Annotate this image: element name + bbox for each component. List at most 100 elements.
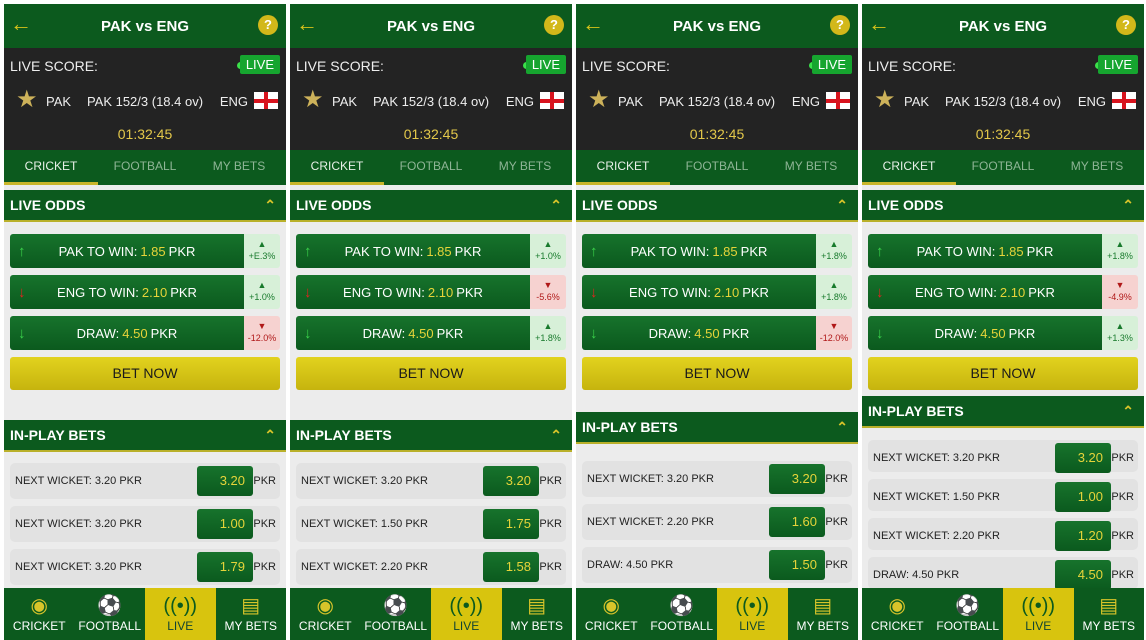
help-button[interactable]: ?: [258, 15, 278, 35]
nav-football[interactable]: ⚽ FOOTBALL: [647, 588, 718, 640]
chevron-up-icon[interactable]: ⌃: [836, 197, 848, 213]
back-arrow-icon[interactable]: ←: [10, 11, 32, 36]
odd-button[interactable]: 3.20: [197, 466, 253, 496]
inplay-bet-row[interactable]: NEXT WICKET: 1.50 PKR 1.00 PKR: [868, 479, 1138, 512]
inplay-bet-row[interactable]: NEXT WICKET: 1.50 PKR 1.75 PKR: [296, 506, 566, 542]
bet-now-button[interactable]: BET NOW: [868, 357, 1138, 390]
nav-cricket[interactable]: ◉ CRICKET: [576, 588, 647, 640]
odd-button[interactable]: 1.00: [197, 509, 253, 539]
chevron-up-icon[interactable]: ⌃: [264, 427, 276, 443]
odds-button[interactable]: ↓ DRAW: 4.50 PKR: [868, 316, 1102, 350]
chevron-up-icon[interactable]: ⌃: [264, 197, 276, 213]
odd-button[interactable]: 1.58: [483, 552, 539, 582]
tab-football[interactable]: FOOTBALL: [971, 159, 1035, 173]
odd-button[interactable]: 1.60: [769, 507, 825, 537]
chevron-up-icon[interactable]: ⌃: [1122, 403, 1134, 419]
nav-cricket[interactable]: ◉ CRICKET: [290, 588, 361, 640]
nav-cricket[interactable]: ◉ CRICKET: [4, 588, 75, 640]
odds-button[interactable]: ↓ ENG TO WIN: 2.10 PKR: [868, 275, 1102, 309]
odd-button[interactable]: 4.50: [1055, 560, 1111, 590]
odds-row[interactable]: ↑ PAK TO WIN: 1.85 PKR ▲ +E.3%: [10, 234, 280, 268]
bet-now-button[interactable]: BET NOW: [582, 357, 852, 390]
odds-row[interactable]: ↓ DRAW: 4.50 PKR ▼ -12.0%: [582, 316, 852, 350]
nav-my-bets[interactable]: ▤ MY BETS: [788, 588, 859, 640]
help-button[interactable]: ?: [830, 15, 850, 35]
odds-row[interactable]: ↓ ENG TO WIN: 2.10 PKR ▲ +1.8%: [582, 275, 852, 309]
odds-row[interactable]: ↓ ENG TO WIN: 2.10 PKR ▼ -5.6%: [296, 275, 566, 309]
inplay-bet-row[interactable]: NEXT WICKET: 3.20 PKR 1.79 PKR: [10, 549, 280, 585]
inplay-bet-row[interactable]: NEXT WICKET: 3.20 PKR 3.20 PKR: [296, 463, 566, 499]
odds-button[interactable]: ↑ PAK TO WIN: 1.85 PKR: [582, 234, 816, 268]
odds-button[interactable]: ↑ PAK TO WIN: 1.85 PKR: [10, 234, 244, 268]
tab-cricket[interactable]: CRICKET: [862, 150, 956, 185]
nav-live[interactable]: ((•)) LIVE: [717, 588, 788, 640]
odds-row[interactable]: ↓ DRAW: 4.50 PKR ▲ +1.3%: [868, 316, 1138, 350]
inplay-bet-row[interactable]: NEXT WICKET: 3.20 PKR 3.20 PKR: [582, 461, 852, 497]
inplay-bet-row[interactable]: NEXT WICKET: 3.20 PKR 3.20 PKR: [10, 463, 280, 499]
odds-button[interactable]: ↓ ENG TO WIN: 2.10 PKR: [296, 275, 530, 309]
tab-my-bets[interactable]: MY BETS: [784, 159, 838, 173]
odd-button[interactable]: 1.20: [1055, 521, 1111, 551]
chevron-up-icon[interactable]: ⌃: [550, 197, 562, 213]
live-odds-header[interactable]: LIVE ODDS ⌃: [4, 190, 286, 222]
tab-cricket[interactable]: CRICKET: [4, 150, 98, 185]
odds-row[interactable]: ↓ DRAW: 4.50 PKR ▼ -12.0%: [10, 316, 280, 350]
inplay-bet-row[interactable]: NEXT WICKET: 3.20 PKR 1.00 PKR: [10, 506, 280, 542]
nav-my-bets[interactable]: ▤ MY BETS: [502, 588, 573, 640]
in-play-bets-header[interactable]: IN-PLAY BETS ⌃: [4, 420, 286, 452]
odd-button[interactable]: 1.75: [483, 509, 539, 539]
nav-live[interactable]: ((•)) LIVE: [1003, 588, 1074, 640]
odds-button[interactable]: ↓ DRAW: 4.50 PKR: [296, 316, 530, 350]
odds-button[interactable]: ↑ PAK TO WIN: 1.85 PKR: [868, 234, 1102, 268]
back-arrow-icon[interactable]: ←: [868, 11, 890, 36]
odds-row[interactable]: ↑ PAK TO WIN: 1.85 PKR ▲ +1.8%: [868, 234, 1138, 268]
bet-now-button[interactable]: BET NOW: [10, 357, 280, 390]
inplay-bet-row[interactable]: DRAW: 4.50 PKR 4.50 PKR: [868, 557, 1138, 590]
back-arrow-icon[interactable]: ←: [582, 11, 604, 36]
nav-football[interactable]: ⚽ FOOTBALL: [933, 588, 1004, 640]
help-button[interactable]: ?: [544, 15, 564, 35]
odds-row[interactable]: ↑ PAK TO WIN: 1.85 PKR ▲ +1.8%: [582, 234, 852, 268]
odd-button[interactable]: 3.20: [769, 464, 825, 494]
nav-live[interactable]: ((•)) LIVE: [431, 588, 502, 640]
tab-my-bets[interactable]: MY BETS: [1070, 159, 1124, 173]
tab-football[interactable]: FOOTBALL: [685, 159, 749, 173]
odds-row[interactable]: ↓ ENG TO WIN: 2.10 PKR ▲ +1.0%: [10, 275, 280, 309]
chevron-up-icon[interactable]: ⌃: [1122, 197, 1134, 213]
nav-football[interactable]: ⚽ FOOTBALL: [75, 588, 146, 640]
odd-button[interactable]: 3.20: [483, 466, 539, 496]
inplay-bet-row[interactable]: NEXT WICKET: 2.20 PKR 1.60 PKR: [582, 504, 852, 540]
odds-row[interactable]: ↓ DRAW: 4.50 PKR ▲ +1.8%: [296, 316, 566, 350]
odd-button[interactable]: 1.79: [197, 552, 253, 582]
tab-cricket[interactable]: CRICKET: [576, 150, 670, 185]
odd-button[interactable]: 1.00: [1055, 482, 1111, 512]
nav-football[interactable]: ⚽ FOOTBALL: [361, 588, 432, 640]
odds-button[interactable]: ↑ PAK TO WIN: 1.85 PKR: [296, 234, 530, 268]
nav-cricket[interactable]: ◉ CRICKET: [862, 588, 933, 640]
tab-football[interactable]: FOOTBALL: [399, 159, 463, 173]
nav-my-bets[interactable]: ▤ MY BETS: [216, 588, 287, 640]
inplay-bet-row[interactable]: NEXT WICKET: 3.20 PKR 3.20 PKR: [868, 440, 1138, 473]
odd-button[interactable]: 3.20: [1055, 443, 1111, 473]
odds-button[interactable]: ↓ DRAW: 4.50 PKR: [582, 316, 816, 350]
live-odds-header[interactable]: LIVE ODDS ⌃: [290, 190, 572, 222]
nav-my-bets[interactable]: ▤ MY BETS: [1074, 588, 1145, 640]
inplay-bet-row[interactable]: NEXT WICKET: 2.20 PKR 1.20 PKR: [868, 518, 1138, 551]
live-odds-header[interactable]: LIVE ODDS ⌃: [862, 190, 1144, 222]
in-play-bets-header[interactable]: IN-PLAY BETS ⌃: [290, 420, 572, 452]
nav-live[interactable]: ((•)) LIVE: [145, 588, 216, 640]
odds-button[interactable]: ↓ DRAW: 4.50 PKR: [10, 316, 244, 350]
odds-row[interactable]: ↓ ENG TO WIN: 2.10 PKR ▼ -4.9%: [868, 275, 1138, 309]
odds-button[interactable]: ↓ ENG TO WIN: 2.10 PKR: [582, 275, 816, 309]
inplay-bet-row[interactable]: NEXT WICKET: 2.20 PKR 1.58 PKR: [296, 549, 566, 585]
help-button[interactable]: ?: [1116, 15, 1136, 35]
live-odds-header[interactable]: LIVE ODDS ⌃: [576, 190, 858, 222]
chevron-up-icon[interactable]: ⌃: [836, 419, 848, 435]
bet-now-button[interactable]: BET NOW: [296, 357, 566, 390]
tab-football[interactable]: FOOTBALL: [113, 159, 177, 173]
in-play-bets-header[interactable]: IN-PLAY BETS ⌃: [862, 396, 1144, 428]
inplay-bet-row[interactable]: DRAW: 4.50 PKR 1.50 PKR: [582, 547, 852, 583]
odds-button[interactable]: ↓ ENG TO WIN: 2.10 PKR: [10, 275, 244, 309]
tab-my-bets[interactable]: MY BETS: [498, 159, 552, 173]
in-play-bets-header[interactable]: IN-PLAY BETS ⌃: [576, 412, 858, 444]
